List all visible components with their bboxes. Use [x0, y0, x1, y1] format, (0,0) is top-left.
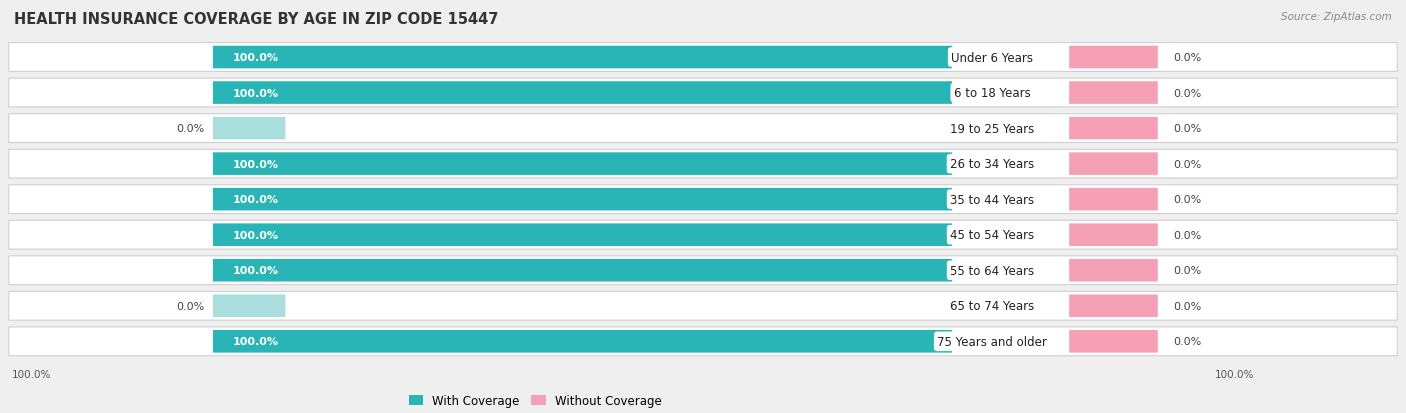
- FancyBboxPatch shape: [1069, 295, 1157, 317]
- FancyBboxPatch shape: [1069, 330, 1157, 353]
- FancyBboxPatch shape: [212, 47, 952, 69]
- FancyBboxPatch shape: [212, 330, 952, 353]
- Text: 0.0%: 0.0%: [1174, 88, 1202, 98]
- Text: 100.0%: 100.0%: [232, 337, 278, 347]
- FancyBboxPatch shape: [212, 153, 952, 176]
- Text: 100.0%: 100.0%: [1215, 369, 1254, 379]
- FancyBboxPatch shape: [212, 224, 952, 247]
- Text: 0.0%: 0.0%: [1174, 301, 1202, 311]
- FancyBboxPatch shape: [8, 150, 1398, 178]
- Text: 0.0%: 0.0%: [177, 124, 205, 134]
- FancyBboxPatch shape: [1069, 188, 1157, 211]
- FancyBboxPatch shape: [8, 292, 1398, 320]
- Text: 0.0%: 0.0%: [1174, 266, 1202, 275]
- Text: 100.0%: 100.0%: [13, 369, 52, 379]
- FancyBboxPatch shape: [8, 221, 1398, 249]
- FancyBboxPatch shape: [212, 259, 952, 282]
- Text: 35 to 44 Years: 35 to 44 Years: [950, 193, 1035, 206]
- Text: 0.0%: 0.0%: [1174, 53, 1202, 63]
- Text: 6 to 18 Years: 6 to 18 Years: [953, 87, 1031, 100]
- FancyBboxPatch shape: [8, 79, 1398, 108]
- FancyBboxPatch shape: [1069, 259, 1157, 282]
- FancyBboxPatch shape: [212, 295, 285, 317]
- Text: 100.0%: 100.0%: [232, 266, 278, 275]
- Text: 19 to 25 Years: 19 to 25 Years: [950, 122, 1035, 135]
- Text: 0.0%: 0.0%: [1174, 337, 1202, 347]
- FancyBboxPatch shape: [8, 185, 1398, 214]
- FancyBboxPatch shape: [1069, 118, 1157, 140]
- Text: 0.0%: 0.0%: [1174, 124, 1202, 134]
- Text: Source: ZipAtlas.com: Source: ZipAtlas.com: [1281, 12, 1392, 22]
- Text: 0.0%: 0.0%: [1174, 230, 1202, 240]
- FancyBboxPatch shape: [8, 327, 1398, 356]
- FancyBboxPatch shape: [1069, 47, 1157, 69]
- FancyBboxPatch shape: [212, 82, 952, 104]
- Text: 45 to 54 Years: 45 to 54 Years: [950, 229, 1035, 242]
- Text: 100.0%: 100.0%: [232, 159, 278, 169]
- FancyBboxPatch shape: [1069, 224, 1157, 247]
- Text: 0.0%: 0.0%: [1174, 159, 1202, 169]
- FancyBboxPatch shape: [212, 118, 285, 140]
- FancyBboxPatch shape: [8, 256, 1398, 285]
- Text: 65 to 74 Years: 65 to 74 Years: [950, 299, 1035, 313]
- Text: 100.0%: 100.0%: [232, 230, 278, 240]
- Text: 100.0%: 100.0%: [232, 195, 278, 205]
- Text: 0.0%: 0.0%: [177, 301, 205, 311]
- Text: 0.0%: 0.0%: [1174, 195, 1202, 205]
- FancyBboxPatch shape: [1069, 153, 1157, 176]
- Text: 100.0%: 100.0%: [232, 53, 278, 63]
- Text: 55 to 64 Years: 55 to 64 Years: [950, 264, 1035, 277]
- FancyBboxPatch shape: [8, 43, 1398, 72]
- Text: Under 6 Years: Under 6 Years: [952, 51, 1033, 64]
- Text: 75 Years and older: 75 Years and older: [938, 335, 1047, 348]
- FancyBboxPatch shape: [212, 188, 952, 211]
- FancyBboxPatch shape: [1069, 82, 1157, 104]
- Text: 100.0%: 100.0%: [232, 88, 278, 98]
- FancyBboxPatch shape: [8, 114, 1398, 143]
- Text: HEALTH INSURANCE COVERAGE BY AGE IN ZIP CODE 15447: HEALTH INSURANCE COVERAGE BY AGE IN ZIP …: [14, 12, 499, 27]
- Legend: With Coverage, Without Coverage: With Coverage, Without Coverage: [404, 389, 666, 412]
- Text: 26 to 34 Years: 26 to 34 Years: [950, 158, 1035, 171]
